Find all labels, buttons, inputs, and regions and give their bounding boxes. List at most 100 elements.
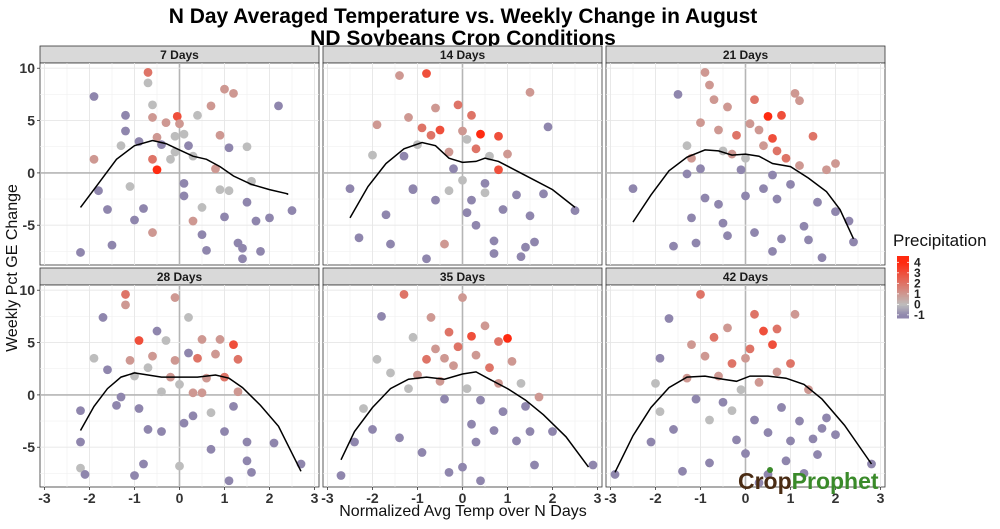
facet-panel: 14 Days bbox=[322, 45, 603, 266]
data-point bbox=[700, 193, 710, 203]
data-point bbox=[714, 125, 723, 135]
data-point bbox=[80, 470, 90, 479]
x-tick-label: 3 bbox=[311, 490, 319, 506]
data-point bbox=[139, 204, 148, 213]
data-point bbox=[157, 427, 166, 436]
legend-color-segment bbox=[897, 291, 909, 294]
data-point bbox=[336, 471, 346, 480]
facet-panel: 28 Days -5 0 5 10 -3 -2 -1 0 1 2 3 bbox=[19, 267, 320, 506]
data-point bbox=[588, 460, 598, 470]
data-point bbox=[682, 373, 692, 383]
data-point bbox=[134, 404, 144, 413]
data-point bbox=[103, 365, 112, 375]
data-point bbox=[184, 141, 193, 151]
facet-panel: 35 Days -3 -2 -1 0 1 2 3 bbox=[321, 267, 603, 506]
data-point bbox=[696, 164, 705, 174]
data-point bbox=[381, 210, 391, 220]
data-point bbox=[471, 437, 481, 447]
data-point bbox=[170, 147, 180, 157]
data-point bbox=[242, 142, 252, 152]
data-point bbox=[813, 197, 822, 207]
data-point bbox=[476, 395, 485, 405]
data-point bbox=[143, 425, 153, 434]
data-point bbox=[265, 213, 274, 223]
legend-break-label: 3 bbox=[914, 266, 921, 280]
legend-color-segment bbox=[897, 279, 909, 282]
data-point bbox=[741, 153, 750, 163]
legend-color-segment bbox=[897, 256, 909, 259]
data-point bbox=[516, 252, 526, 262]
data-point bbox=[197, 388, 207, 398]
data-point bbox=[197, 230, 207, 240]
x-tick-label: 1 bbox=[221, 490, 229, 506]
y-tick-label: 5 bbox=[27, 335, 35, 351]
loess-trend-line bbox=[632, 149, 855, 240]
data-point bbox=[799, 468, 809, 478]
data-point bbox=[750, 228, 759, 237]
data-point bbox=[503, 333, 512, 343]
data-point bbox=[224, 476, 234, 486]
data-point bbox=[534, 392, 544, 402]
data-point bbox=[750, 309, 759, 319]
data-point bbox=[678, 466, 687, 476]
data-point bbox=[417, 448, 427, 457]
data-point bbox=[112, 400, 121, 410]
legend-color-segment bbox=[897, 305, 909, 308]
legend-color-segment bbox=[897, 300, 909, 303]
legend-break-label: 4 bbox=[914, 255, 921, 269]
legend-color-segment bbox=[897, 263, 909, 266]
legend-color-segment bbox=[897, 314, 909, 317]
data-point bbox=[476, 476, 485, 486]
data-point bbox=[76, 463, 85, 473]
data-point bbox=[512, 436, 521, 446]
data-point bbox=[399, 151, 409, 161]
data-point bbox=[687, 213, 696, 223]
data-point bbox=[705, 458, 714, 468]
y-tick-label: 0 bbox=[27, 387, 35, 403]
legend-color-segment bbox=[897, 257, 909, 260]
legend-color-segment bbox=[897, 307, 909, 310]
data-point bbox=[229, 340, 238, 350]
data-point bbox=[206, 101, 216, 111]
legend-break-label: 1 bbox=[914, 287, 921, 301]
data-point bbox=[673, 89, 683, 99]
loess-trend-line bbox=[349, 141, 576, 219]
y-axis-label: Weekly Pct GE Change bbox=[4, 184, 21, 352]
data-point bbox=[386, 239, 395, 249]
legend-color-segment bbox=[897, 302, 909, 305]
data-point bbox=[188, 216, 198, 226]
data-point bbox=[718, 397, 728, 407]
data-point bbox=[440, 239, 449, 249]
data-point bbox=[682, 141, 692, 151]
data-point bbox=[206, 408, 216, 418]
data-point bbox=[395, 71, 404, 80]
chart-title-line2: ND Soybeans Crop Conditions bbox=[310, 27, 616, 50]
data-point bbox=[480, 188, 490, 198]
data-point bbox=[817, 253, 827, 263]
data-point bbox=[732, 130, 741, 140]
data-point bbox=[458, 126, 467, 136]
data-point bbox=[759, 326, 768, 336]
data-point bbox=[772, 367, 782, 377]
data-point bbox=[98, 313, 108, 322]
data-point bbox=[211, 164, 220, 174]
legend-color-segment bbox=[897, 287, 909, 290]
x-tick-label: -1 bbox=[694, 490, 707, 506]
data-point bbox=[471, 350, 481, 360]
data-point bbox=[777, 234, 786, 244]
data-point bbox=[193, 110, 202, 120]
data-point bbox=[350, 437, 359, 447]
data-point bbox=[808, 131, 818, 141]
data-point bbox=[709, 95, 719, 105]
data-point bbox=[435, 125, 445, 135]
y-tick-label: 5 bbox=[27, 113, 35, 129]
x-tick-label: -2 bbox=[366, 490, 379, 506]
data-point bbox=[727, 359, 737, 368]
data-point bbox=[462, 384, 472, 394]
data-point bbox=[462, 208, 472, 218]
legend-color-segment bbox=[897, 294, 909, 297]
data-point bbox=[229, 402, 238, 411]
